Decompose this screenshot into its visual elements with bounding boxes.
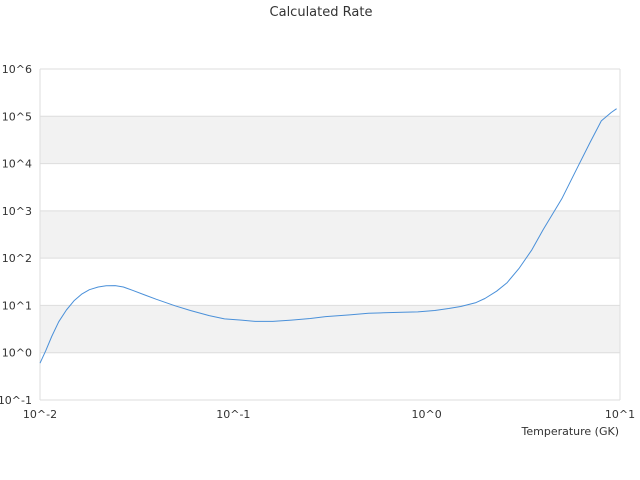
y-tick-label: 10^5: [2, 110, 32, 123]
x-tick-label: 10^1: [605, 408, 635, 421]
y-tick-label: 10^4: [2, 158, 32, 171]
y-tick-label: 10^1: [2, 299, 32, 312]
grid-band: [40, 210, 620, 259]
y-tick-label: 10^0: [2, 347, 32, 360]
grid-band: [40, 116, 620, 164]
series-group: [39, 108, 617, 364]
x-axis-label: Temperature (GK): [521, 425, 620, 438]
x-tick-label: 10^-1: [216, 408, 250, 421]
x-tick-label: 10^0: [412, 408, 442, 421]
y-axis-ticks: 10^-1 10^0 10^1 10^2 10^3 10^4 10^5 10^6: [0, 63, 32, 407]
y-tick-label: 10^6: [2, 63, 32, 76]
x-axis-ticks: 10^-2 10^-1 10^0 10^1: [23, 408, 635, 421]
x-tick-label: 10^-2: [23, 408, 57, 421]
y-tick-label: 10^-1: [0, 394, 32, 407]
plot-bands: [40, 116, 620, 353]
plot-grid: [39, 68, 621, 401]
chart-title: Calculated Rate: [270, 5, 373, 20]
y-tick-label: 10^2: [2, 252, 32, 265]
grid-band: [40, 305, 620, 353]
y-tick-label: 10^3: [2, 205, 32, 218]
series-line: [39, 108, 617, 364]
